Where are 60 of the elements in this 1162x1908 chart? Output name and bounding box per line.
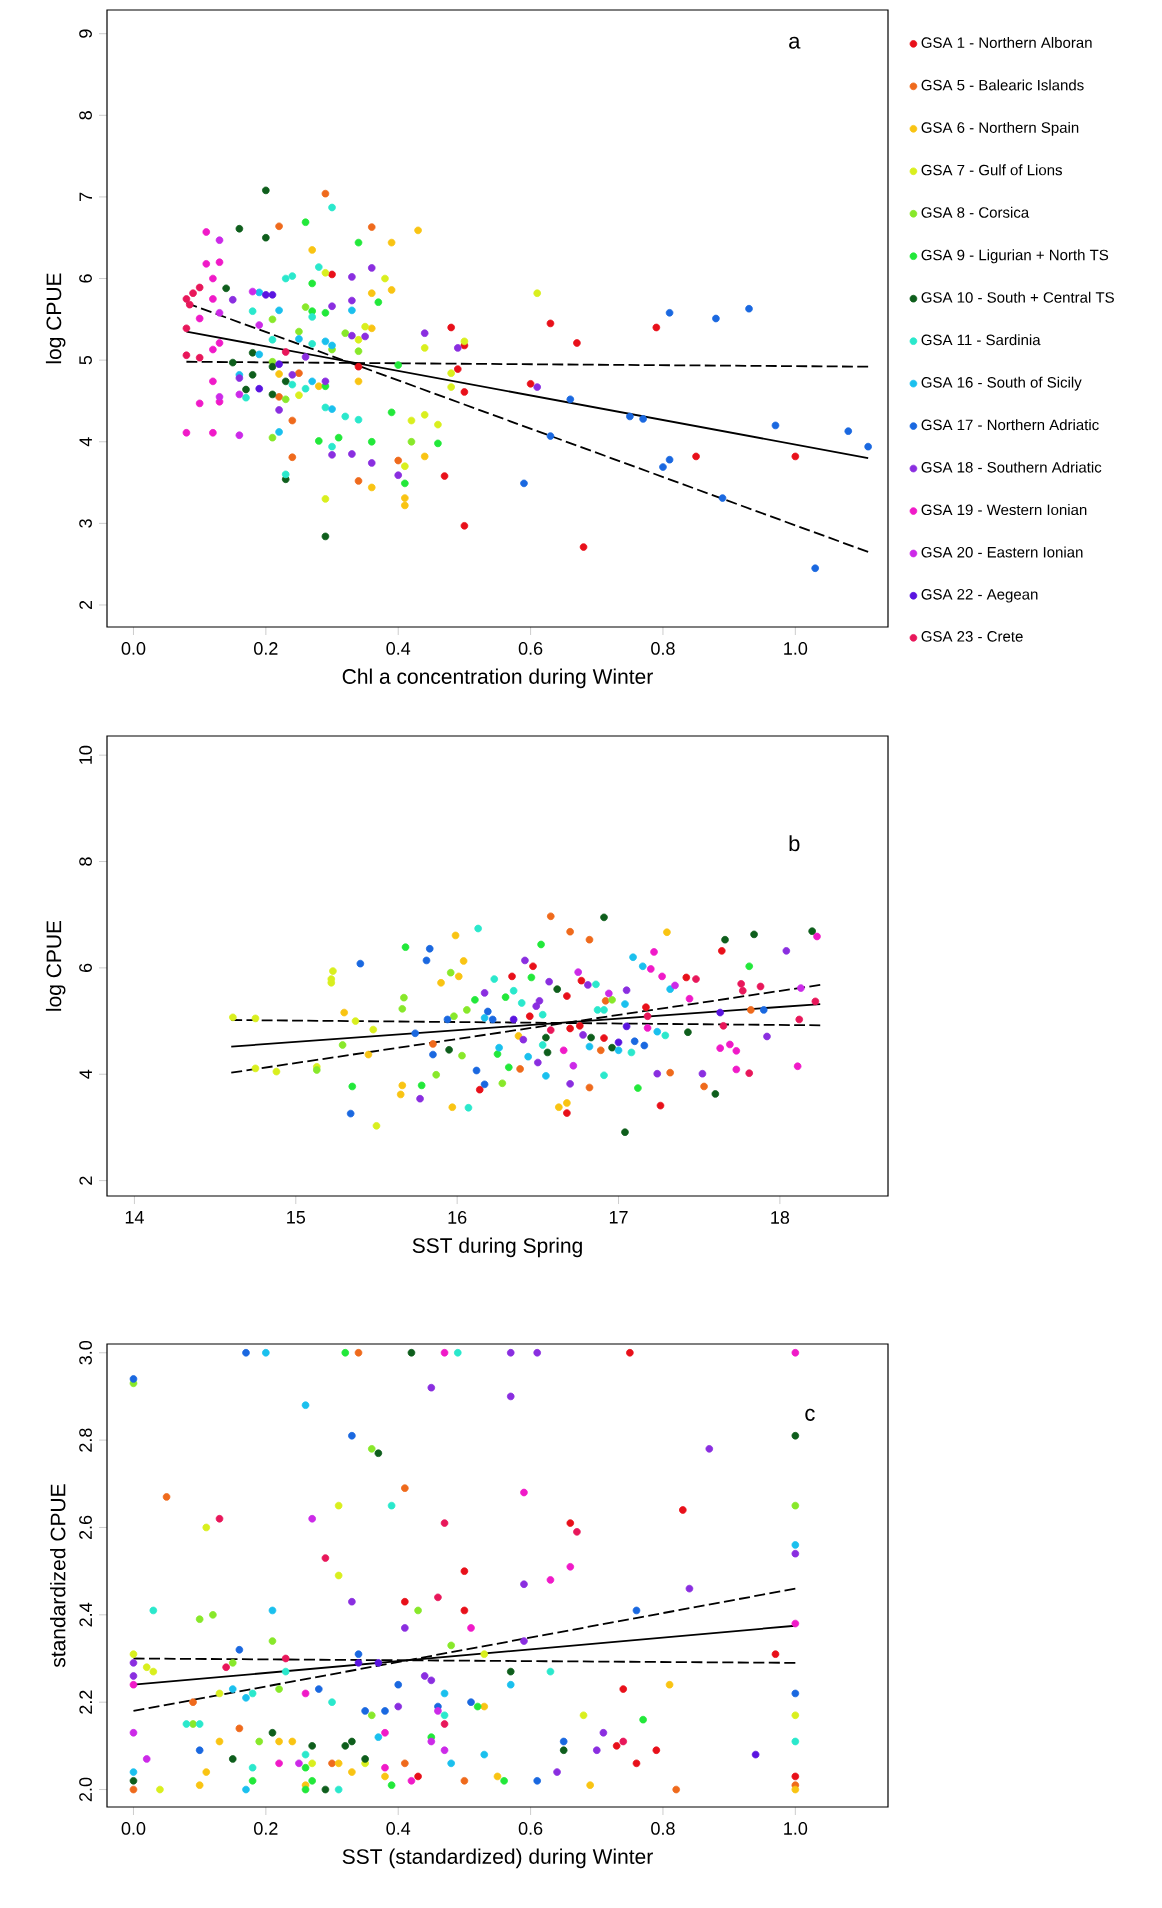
annotation: b	[789, 835, 800, 852]
x-tick-label: 16	[448, 1211, 467, 1224]
x-tick-label: 0.2	[254, 1822, 278, 1835]
x-tick-label: 0.6	[518, 642, 543, 655]
x-tick-label: 1.0	[784, 642, 808, 655]
legend-label: GSA 17 - Northern Adriatic	[921, 419, 1099, 431]
x-tick-label: 0.0	[121, 1822, 146, 1835]
y-tick-label: 2.6	[79, 1515, 92, 1540]
legend-label: GSA 8 - Corsica	[921, 206, 1030, 218]
legend-label: GSA 9 - Ligurian + North TS	[921, 249, 1109, 264]
x-tick-label: 1.0	[784, 1822, 808, 1835]
legend-label: GSA 18 - Southern Adriatic	[921, 461, 1102, 473]
x-tick-label: 14	[125, 1211, 144, 1224]
y-tick-label: 6	[79, 274, 92, 283]
y-tick-label: 3	[79, 519, 92, 528]
x-tick-label: 15	[287, 1211, 306, 1224]
annotation: a	[789, 36, 801, 49]
y-tick-label: 4	[79, 437, 92, 447]
y-tick-label: 6	[79, 963, 92, 972]
y-tick-label: 10	[79, 745, 92, 764]
y-tick-label: 2.2	[79, 1690, 92, 1714]
y-tick-label: 4	[79, 1069, 92, 1079]
legend-label: GSA 7 - Gulf of Lions	[921, 164, 1062, 176]
x-tick-label: 0.0	[121, 642, 146, 655]
x-axis-title: SST during Spring	[412, 1237, 582, 1258]
y-tick-label: 2	[79, 1176, 92, 1185]
y-tick-label: 2.8	[79, 1428, 92, 1452]
x-tick-label: 17	[609, 1211, 628, 1224]
x-axis-title: Chl a concentration during Winter	[342, 668, 653, 689]
y-axis-title: standardized CPUE	[50, 1484, 66, 1668]
y-axis-title: log CPUE	[45, 273, 66, 364]
y-tick-label: 2.0	[79, 1777, 92, 1802]
legend-label: GSA 11 - Sardinia	[921, 334, 1041, 346]
legend-label: GSA 5 - Balearic Islands	[921, 79, 1084, 91]
legend-label: GSA 6 - Northern Spain	[921, 121, 1079, 136]
y-tick-label: 3.0	[79, 1340, 92, 1365]
y-tick-label: 7	[79, 192, 92, 202]
x-tick-label: 0.4	[386, 1822, 411, 1835]
y-tick-label: 2	[79, 600, 92, 610]
y-tick-label: 5	[79, 355, 92, 365]
legend-label: GSA 10 - South + Central TS	[921, 291, 1114, 303]
y-tick-label: 2.4	[79, 1602, 92, 1627]
legend-label: GSA 23 - Crete	[921, 631, 1023, 642]
x-tick-label: 0.4	[386, 642, 411, 655]
legend-label: GSA 22 - Aegean	[921, 589, 1038, 603]
legend-label: GSA 20 - Eastern Ionian	[921, 546, 1083, 558]
legend-label: GSA 16 - South of Sicily	[921, 376, 1082, 391]
legend-label: GSA 1 - Northern Alboran	[921, 36, 1092, 48]
x-tick-label: 0.8	[651, 1822, 675, 1835]
y-tick-label: 8	[79, 111, 92, 120]
x-tick-label: 0.8	[651, 642, 675, 655]
y-tick-label: 9	[79, 29, 92, 38]
y-tick-label: 8	[79, 857, 92, 866]
x-axis-title: SST (standardized) during Winter	[342, 1848, 653, 1869]
y-axis-title: log CPUE	[45, 920, 66, 1011]
x-tick-label: 0.6	[518, 1822, 543, 1835]
x-tick-label: 0.2	[254, 642, 278, 655]
x-tick-label: 18	[771, 1211, 790, 1224]
legend-label: GSA 19 - Western Ionian	[921, 504, 1087, 516]
annotation: c	[805, 1408, 815, 1421]
